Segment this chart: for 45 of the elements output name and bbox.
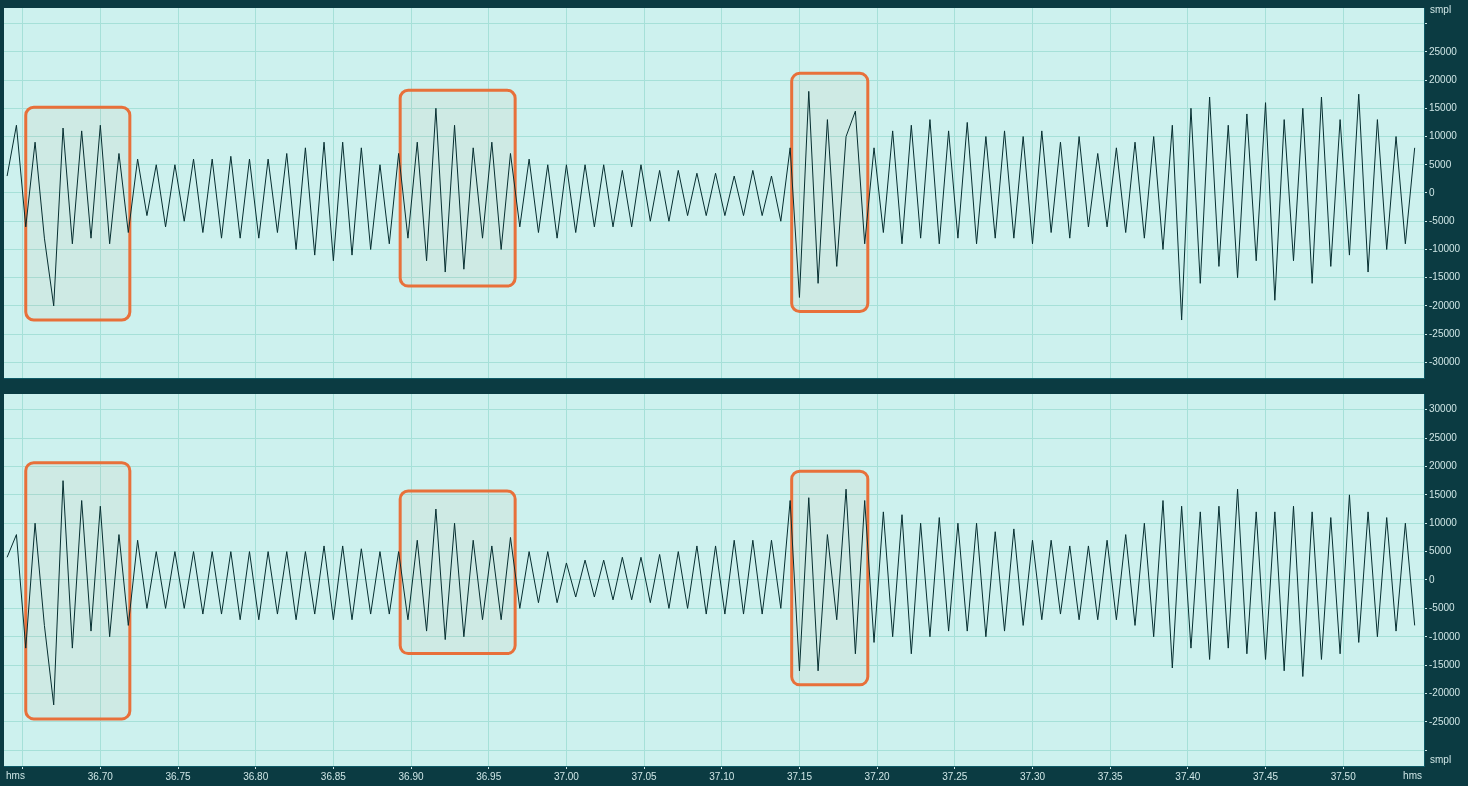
y-tick-label: -25000 [1429, 327, 1461, 339]
y-tick-label: -5000 [1429, 602, 1456, 614]
y-axis-title: smpl [1430, 753, 1452, 765]
y-tick-label: -15000 [1429, 658, 1461, 670]
x-tick-label: 37.15 [786, 770, 813, 782]
y-tick-label: -10000 [1429, 243, 1461, 255]
x-tick-label: 36.95 [476, 770, 502, 782]
y-axis-title: smpl [1430, 3, 1452, 15]
y-tick-label: -30000 [1429, 356, 1461, 368]
y-tick-label: 10000 [1429, 516, 1458, 528]
x-tick-label: 37.00 [553, 770, 580, 782]
y-tick-label: -10000 [1429, 630, 1461, 642]
x-tick-label: 37.05 [631, 770, 658, 782]
y-tick-label: -20000 [1429, 687, 1461, 699]
y-tick-label: 0 [1429, 186, 1435, 198]
x-tick-label: 37.50 [1330, 770, 1357, 782]
y-tick-label: 20000 [1429, 73, 1458, 85]
x-tick-label: 37.25 [942, 770, 968, 782]
y-tick-label: 5000 [1429, 545, 1452, 557]
x-tick-label: 37.40 [1175, 770, 1201, 782]
x-tick-label: 36.75 [165, 770, 191, 782]
y-tick-label: -15000 [1429, 271, 1461, 283]
y-tick-label: 25000 [1429, 431, 1458, 443]
x-tick-label: 37.30 [1019, 770, 1046, 782]
y-tick-label: 20000 [1429, 460, 1458, 472]
x-tick-label: 37.35 [1097, 770, 1124, 782]
x-tick-label: 36.80 [243, 770, 269, 782]
x-tick-label: 36.90 [398, 770, 424, 782]
y-tick-label: 15000 [1429, 102, 1458, 114]
y-tick-label: 25000 [1429, 45, 1458, 57]
x-tick-label: 37.20 [864, 770, 891, 782]
y-tick-label: 30000 [1429, 403, 1458, 415]
y-tick-label: -5000 [1429, 214, 1456, 226]
x-tick-label: 37.10 [709, 770, 735, 782]
y-tick-label: -25000 [1429, 715, 1461, 727]
x-tick-label: 36.85 [320, 770, 347, 782]
text: hms [1403, 769, 1422, 781]
x-tick-label: 37.45 [1253, 770, 1279, 782]
x-tick-label: 36.70 [87, 770, 114, 782]
x-axis-title: hms [6, 769, 25, 781]
y-tick-label: 5000 [1429, 158, 1452, 170]
y-tick-label: -20000 [1429, 299, 1461, 311]
y-tick-label: 15000 [1429, 488, 1458, 500]
y-tick-label: 10000 [1429, 130, 1458, 142]
y-tick-label: 0 [1429, 573, 1435, 585]
